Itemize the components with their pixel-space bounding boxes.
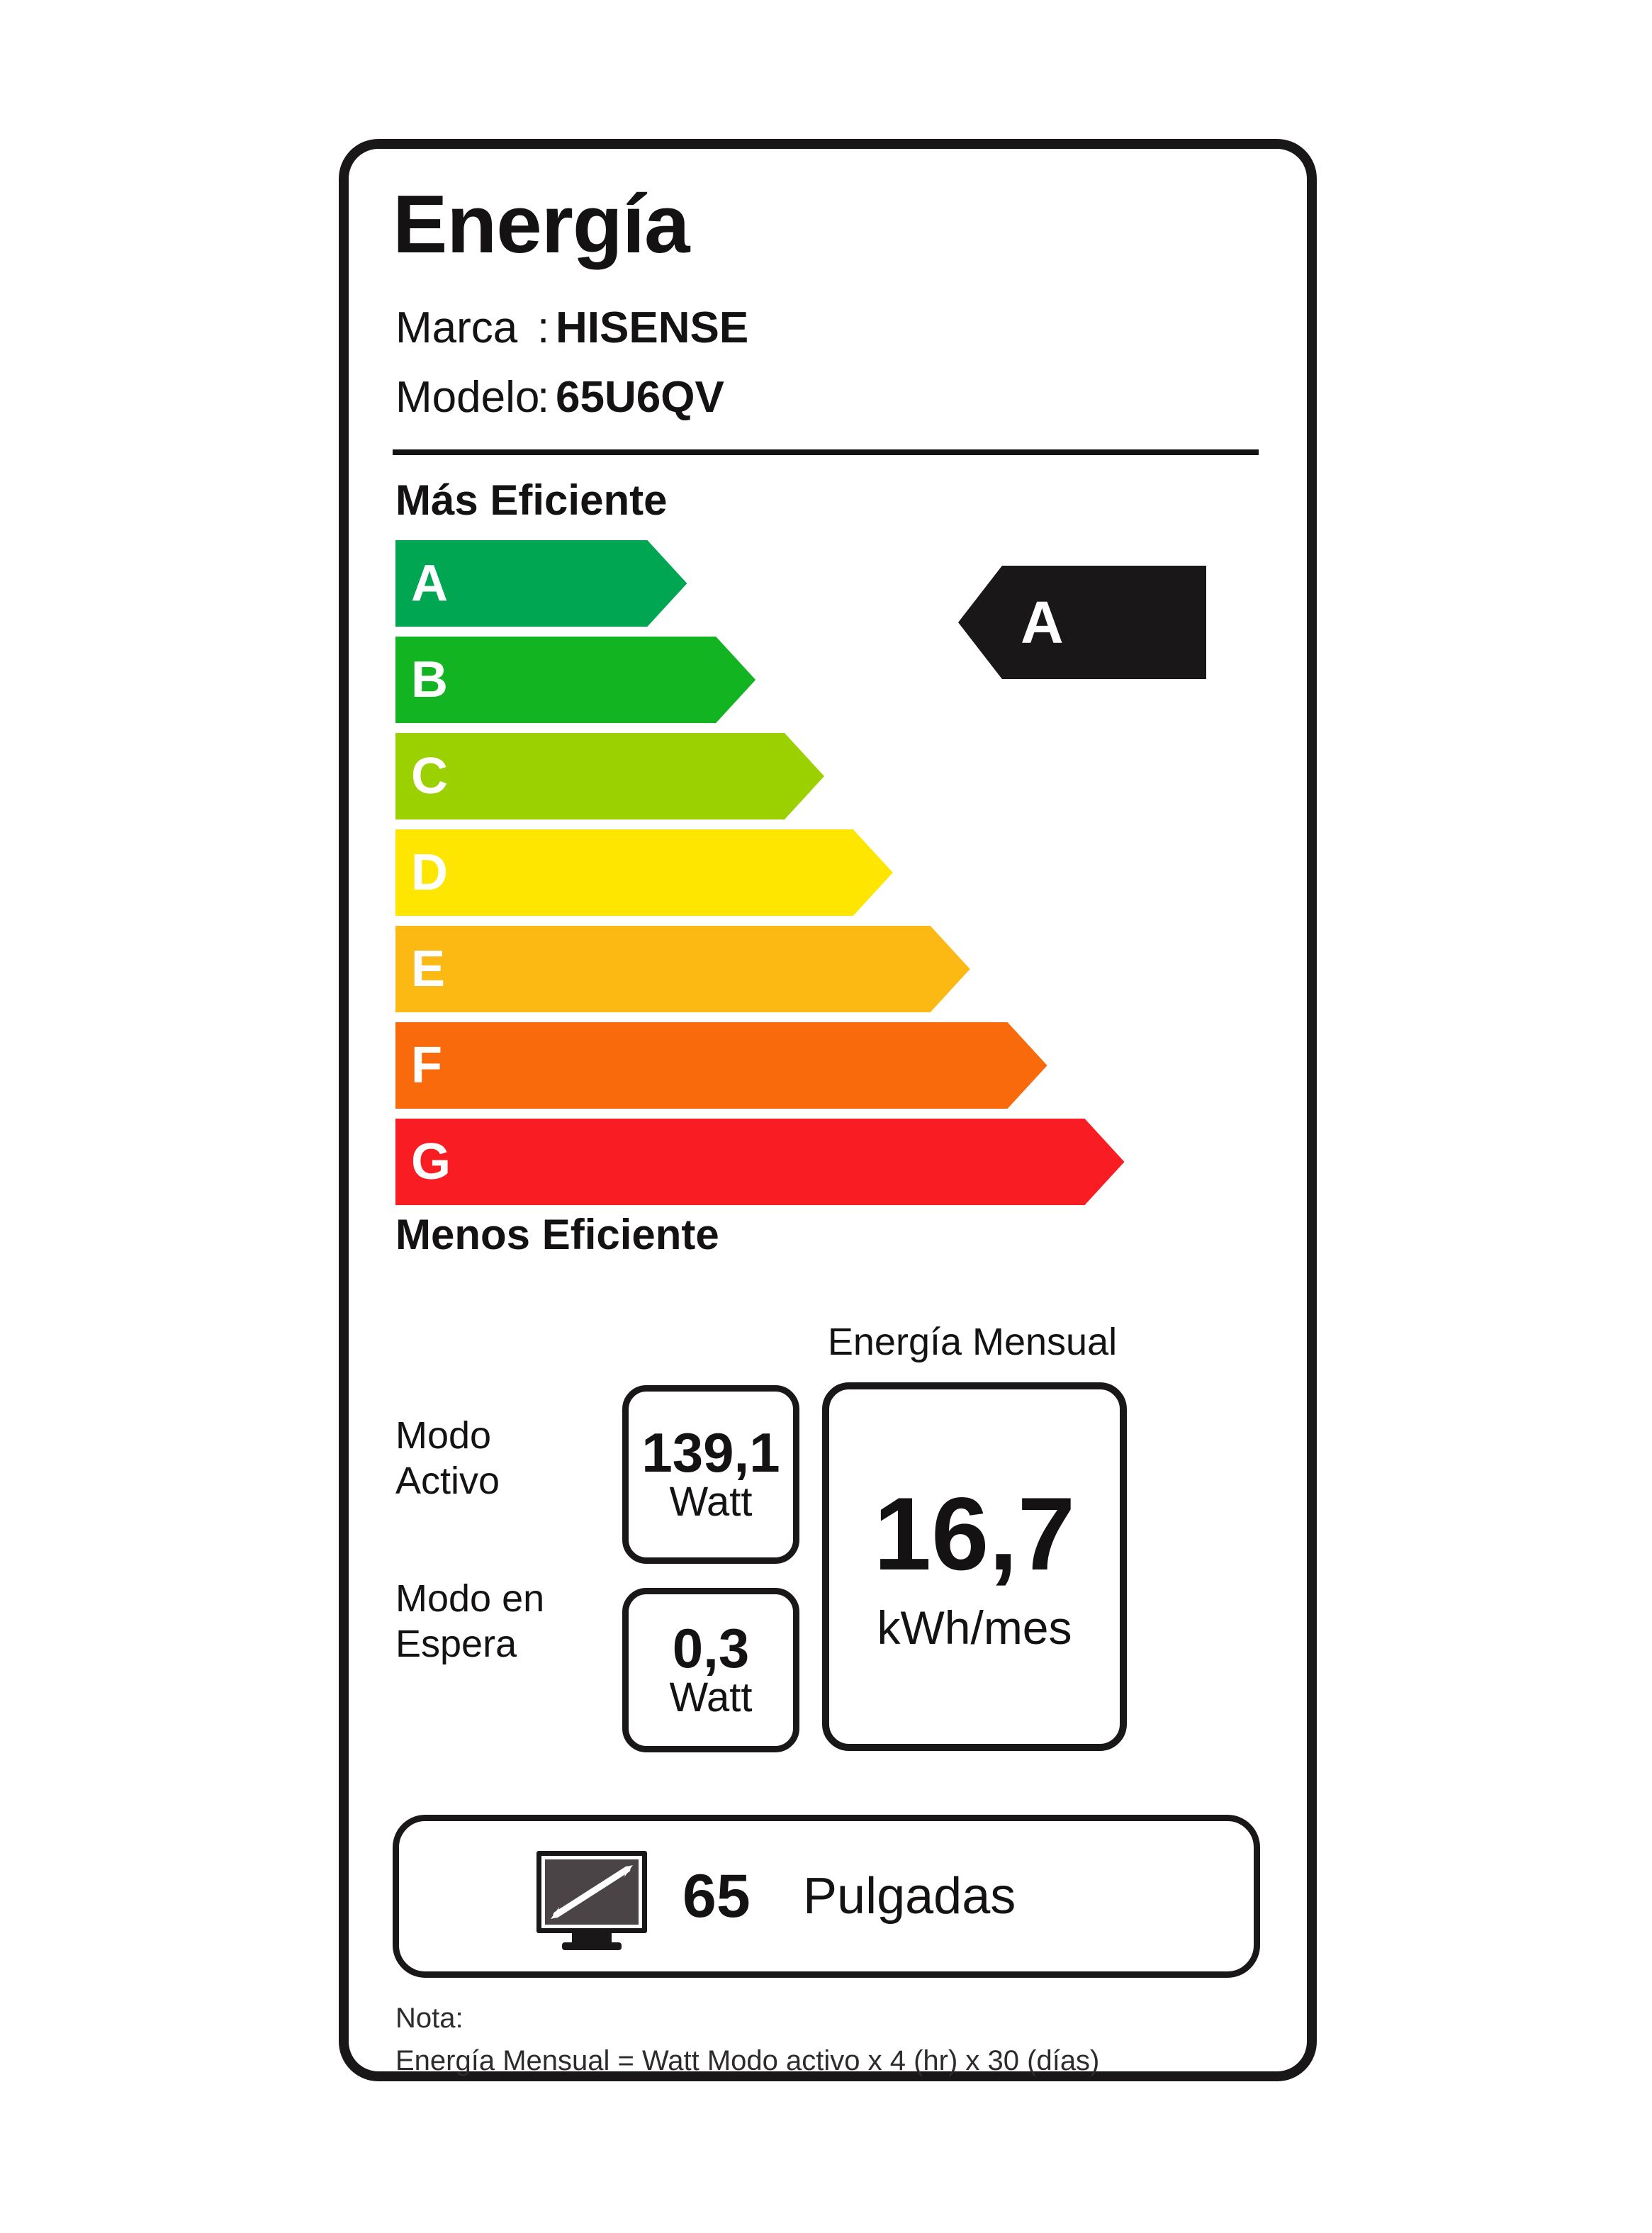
scale-bar-b (395, 637, 755, 723)
spec-colon-marca: : (537, 303, 550, 352)
standby-power-box: 0,3 Watt (622, 1588, 799, 1752)
screen-size-value: 65 (682, 1862, 751, 1930)
active-power-value: 139,1 (641, 1421, 780, 1484)
scale-caption-top: Más Eficiente (395, 476, 668, 524)
spec-colon-modelo: : (537, 373, 550, 422)
standby-power-value: 0,3 (672, 1616, 750, 1679)
active-mode-label-line2: Activo (395, 1459, 500, 1502)
scale-row-d: D (395, 829, 1253, 916)
page-title: Energía (393, 178, 690, 270)
scale-bar-g (395, 1119, 1125, 1205)
spec-label-modelo: Modelo (395, 373, 540, 422)
consumption-block: Modo Activo 139,1 Watt Modo en Espera 0,… (349, 1283, 1307, 1779)
scale-bar-a (395, 540, 687, 627)
scale-row-g: G (395, 1119, 1253, 1205)
spec-value-modelo: 65U6QV (556, 373, 724, 422)
active-power-unit: Watt (669, 1479, 753, 1526)
header-divider (393, 449, 1259, 455)
active-mode-label-line1: Modo (395, 1414, 492, 1457)
monthly-energy-unit: kWh/mes (877, 1601, 1072, 1654)
scale-row-c: C (395, 733, 1253, 819)
scale-row-e: E (395, 926, 1253, 1012)
note-text: Energía Mensual = Watt Modo activo x 4 (… (395, 2045, 1100, 2076)
standby-mode-label-line1: Modo en (395, 1577, 545, 1620)
standby-mode-label-line2: Espera (395, 1622, 517, 1665)
scale-bar-e (395, 926, 970, 1012)
spec-row-marca: Marca: HISENSE (395, 306, 748, 350)
active-mode-label: Modo Activo (395, 1414, 500, 1504)
rating-arrow: A (958, 566, 1206, 679)
scale-caption-bottom: Menos Eficiente (395, 1211, 719, 1258)
spec-row-modelo: Modelo: 65U6QV (395, 376, 724, 420)
energy-label-frame: Energía Marca: HISENSE Modelo: 65U6QV Más … (339, 139, 1317, 2081)
standby-power-unit: Watt (669, 1674, 753, 1721)
tv-diagonal-icon (536, 1851, 647, 1950)
note-block: Nota: Energía Mensual = Watt Modo activo… (395, 2000, 1246, 2078)
rating-arrow-letter: A (1021, 589, 1064, 656)
note-title: Nota: (395, 2003, 463, 2034)
scale-bar-d (395, 829, 893, 916)
screen-size-box: 65 Pulgadas (393, 1815, 1260, 1978)
monthly-energy-value: 16,7 (873, 1476, 1076, 1591)
monthly-energy-title: Energía Mensual (827, 1321, 1118, 1363)
standby-mode-label: Modo en Espera (395, 1577, 544, 1667)
spec-value-marca: HISENSE (556, 303, 749, 352)
scale-bar-c (395, 733, 824, 819)
scale-bar-f (395, 1022, 1047, 1109)
scale-row-f: F (395, 1022, 1253, 1109)
monthly-energy-box: 16,7 kWh/mes (822, 1382, 1127, 1751)
spec-label-marca: Marca (395, 303, 518, 352)
screen-size-unit: Pulgadas (803, 1868, 1016, 1925)
active-power-box: 139,1 Watt (622, 1385, 799, 1564)
